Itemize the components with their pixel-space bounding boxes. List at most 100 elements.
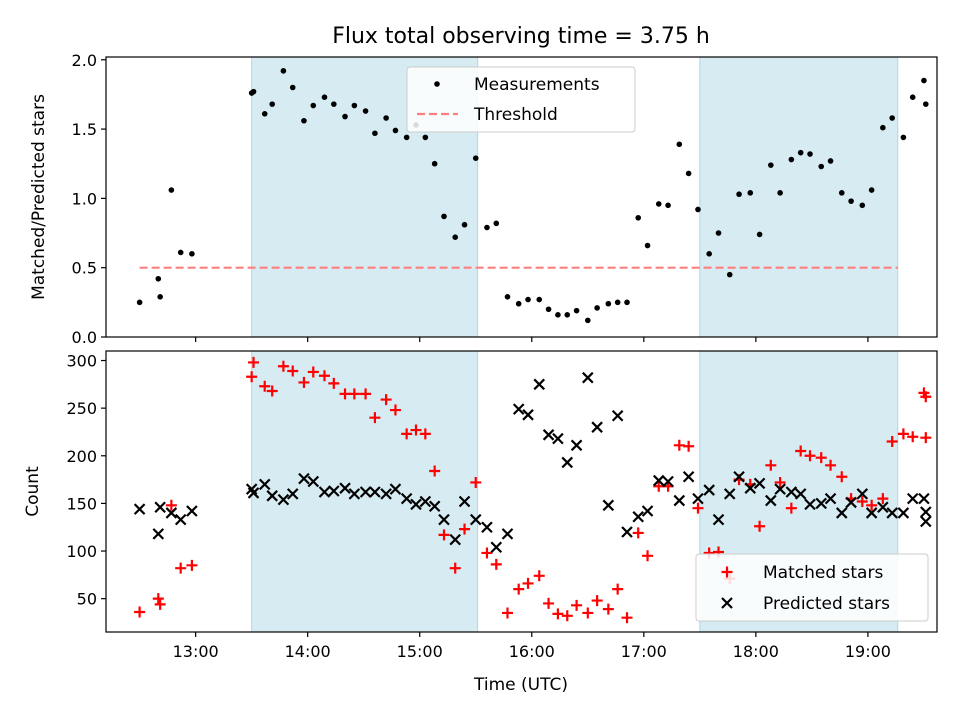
data-point bbox=[280, 68, 287, 74]
data-point bbox=[712, 513, 725, 526]
data-point bbox=[555, 312, 561, 318]
data-point bbox=[250, 88, 257, 95]
data-point bbox=[318, 486, 331, 498]
data-point bbox=[501, 528, 514, 540]
data-point bbox=[419, 495, 432, 508]
data-point bbox=[449, 533, 461, 546]
data-point bbox=[410, 424, 422, 436]
bottom-panel-counts: 50 100 150 200 250 300 13:00 14:00 15:00 16:00 17:… bbox=[23, 350, 938, 661]
data-point bbox=[897, 428, 909, 440]
data-point bbox=[258, 478, 271, 491]
data-point bbox=[692, 502, 704, 514]
data-point bbox=[389, 483, 402, 495]
legend-label-measurements: Measurements bbox=[474, 75, 600, 95]
data-point bbox=[269, 101, 276, 107]
data-point bbox=[339, 482, 351, 494]
data-point bbox=[815, 452, 827, 464]
data-point bbox=[573, 307, 580, 314]
y-tick-label: 1.5 bbox=[72, 120, 97, 139]
data-point bbox=[543, 597, 555, 609]
y-tick-label: 300 bbox=[66, 352, 97, 371]
x-axis-label: Time (UTC) bbox=[473, 675, 568, 695]
data-point bbox=[561, 610, 573, 622]
data-point bbox=[827, 158, 834, 164]
data-point bbox=[134, 606, 146, 618]
y-tick-label: 100 bbox=[66, 542, 97, 561]
data-point bbox=[774, 476, 786, 488]
data-point bbox=[289, 84, 296, 91]
data-point bbox=[380, 488, 392, 500]
data-point bbox=[765, 494, 777, 507]
data-point bbox=[248, 356, 260, 368]
data-point bbox=[481, 521, 493, 533]
data-point bbox=[747, 190, 754, 196]
axes-frame bbox=[105, 56, 938, 338]
y-tick-label: 150 bbox=[66, 494, 97, 513]
data-point bbox=[380, 394, 392, 406]
data-point bbox=[723, 488, 736, 500]
x-tick-label: 15:00 bbox=[397, 642, 443, 661]
data-point bbox=[360, 388, 372, 400]
data-point bbox=[621, 612, 633, 624]
data-point bbox=[624, 299, 630, 306]
data-point bbox=[348, 388, 360, 400]
x-tick-label: 16:00 bbox=[509, 642, 555, 661]
data-point bbox=[795, 445, 807, 457]
data-point bbox=[848, 198, 854, 204]
data-point bbox=[703, 484, 715, 496]
data-point bbox=[877, 493, 889, 505]
data-point bbox=[321, 94, 328, 100]
data-point bbox=[186, 559, 198, 571]
data-point bbox=[736, 191, 742, 198]
y-tick-label: 200 bbox=[66, 447, 97, 466]
data-point bbox=[545, 306, 552, 313]
data-point bbox=[611, 409, 624, 422]
data-point bbox=[431, 160, 438, 167]
data-point bbox=[635, 214, 642, 221]
x-tick-label: 17:00 bbox=[621, 642, 667, 661]
data-point bbox=[614, 299, 621, 306]
data-point bbox=[400, 492, 413, 505]
data-point bbox=[392, 127, 399, 134]
data-point bbox=[582, 371, 594, 384]
data-point bbox=[845, 496, 857, 509]
data-point bbox=[825, 459, 837, 471]
y-tick-label: 0.0 bbox=[72, 328, 97, 347]
y-tick-label: 250 bbox=[66, 399, 97, 418]
axes-frame bbox=[105, 350, 938, 633]
data-point bbox=[328, 485, 340, 497]
data-point bbox=[318, 370, 330, 382]
y-axis-label: Count bbox=[23, 466, 43, 517]
data-point bbox=[683, 440, 695, 452]
data-point bbox=[644, 242, 651, 249]
x-tick-label: 13:00 bbox=[173, 642, 219, 661]
data-point bbox=[348, 488, 361, 500]
data-point bbox=[428, 500, 441, 513]
data-point bbox=[165, 499, 177, 511]
data-point bbox=[591, 421, 603, 433]
data-point bbox=[136, 299, 143, 306]
data-point bbox=[920, 515, 932, 528]
data-point bbox=[410, 498, 422, 511]
data-point bbox=[177, 249, 184, 256]
data-point bbox=[266, 385, 278, 397]
legend-top: Measurements Threshold bbox=[406, 66, 636, 133]
data-point bbox=[154, 501, 166, 513]
data-point bbox=[342, 113, 348, 120]
series-measurements bbox=[136, 68, 929, 324]
data-point bbox=[441, 213, 447, 220]
data-point bbox=[522, 409, 534, 421]
data-point bbox=[359, 486, 372, 498]
data-point bbox=[756, 231, 763, 238]
data-point bbox=[564, 312, 571, 318]
data-point bbox=[920, 506, 932, 518]
data-point bbox=[383, 115, 389, 121]
data-point bbox=[369, 486, 381, 498]
data-point bbox=[481, 547, 493, 559]
data-point bbox=[422, 134, 429, 141]
data-point bbox=[328, 377, 340, 389]
data-point bbox=[824, 492, 837, 505]
data-point bbox=[594, 305, 600, 311]
data-point bbox=[726, 271, 733, 278]
data-point bbox=[247, 487, 260, 499]
